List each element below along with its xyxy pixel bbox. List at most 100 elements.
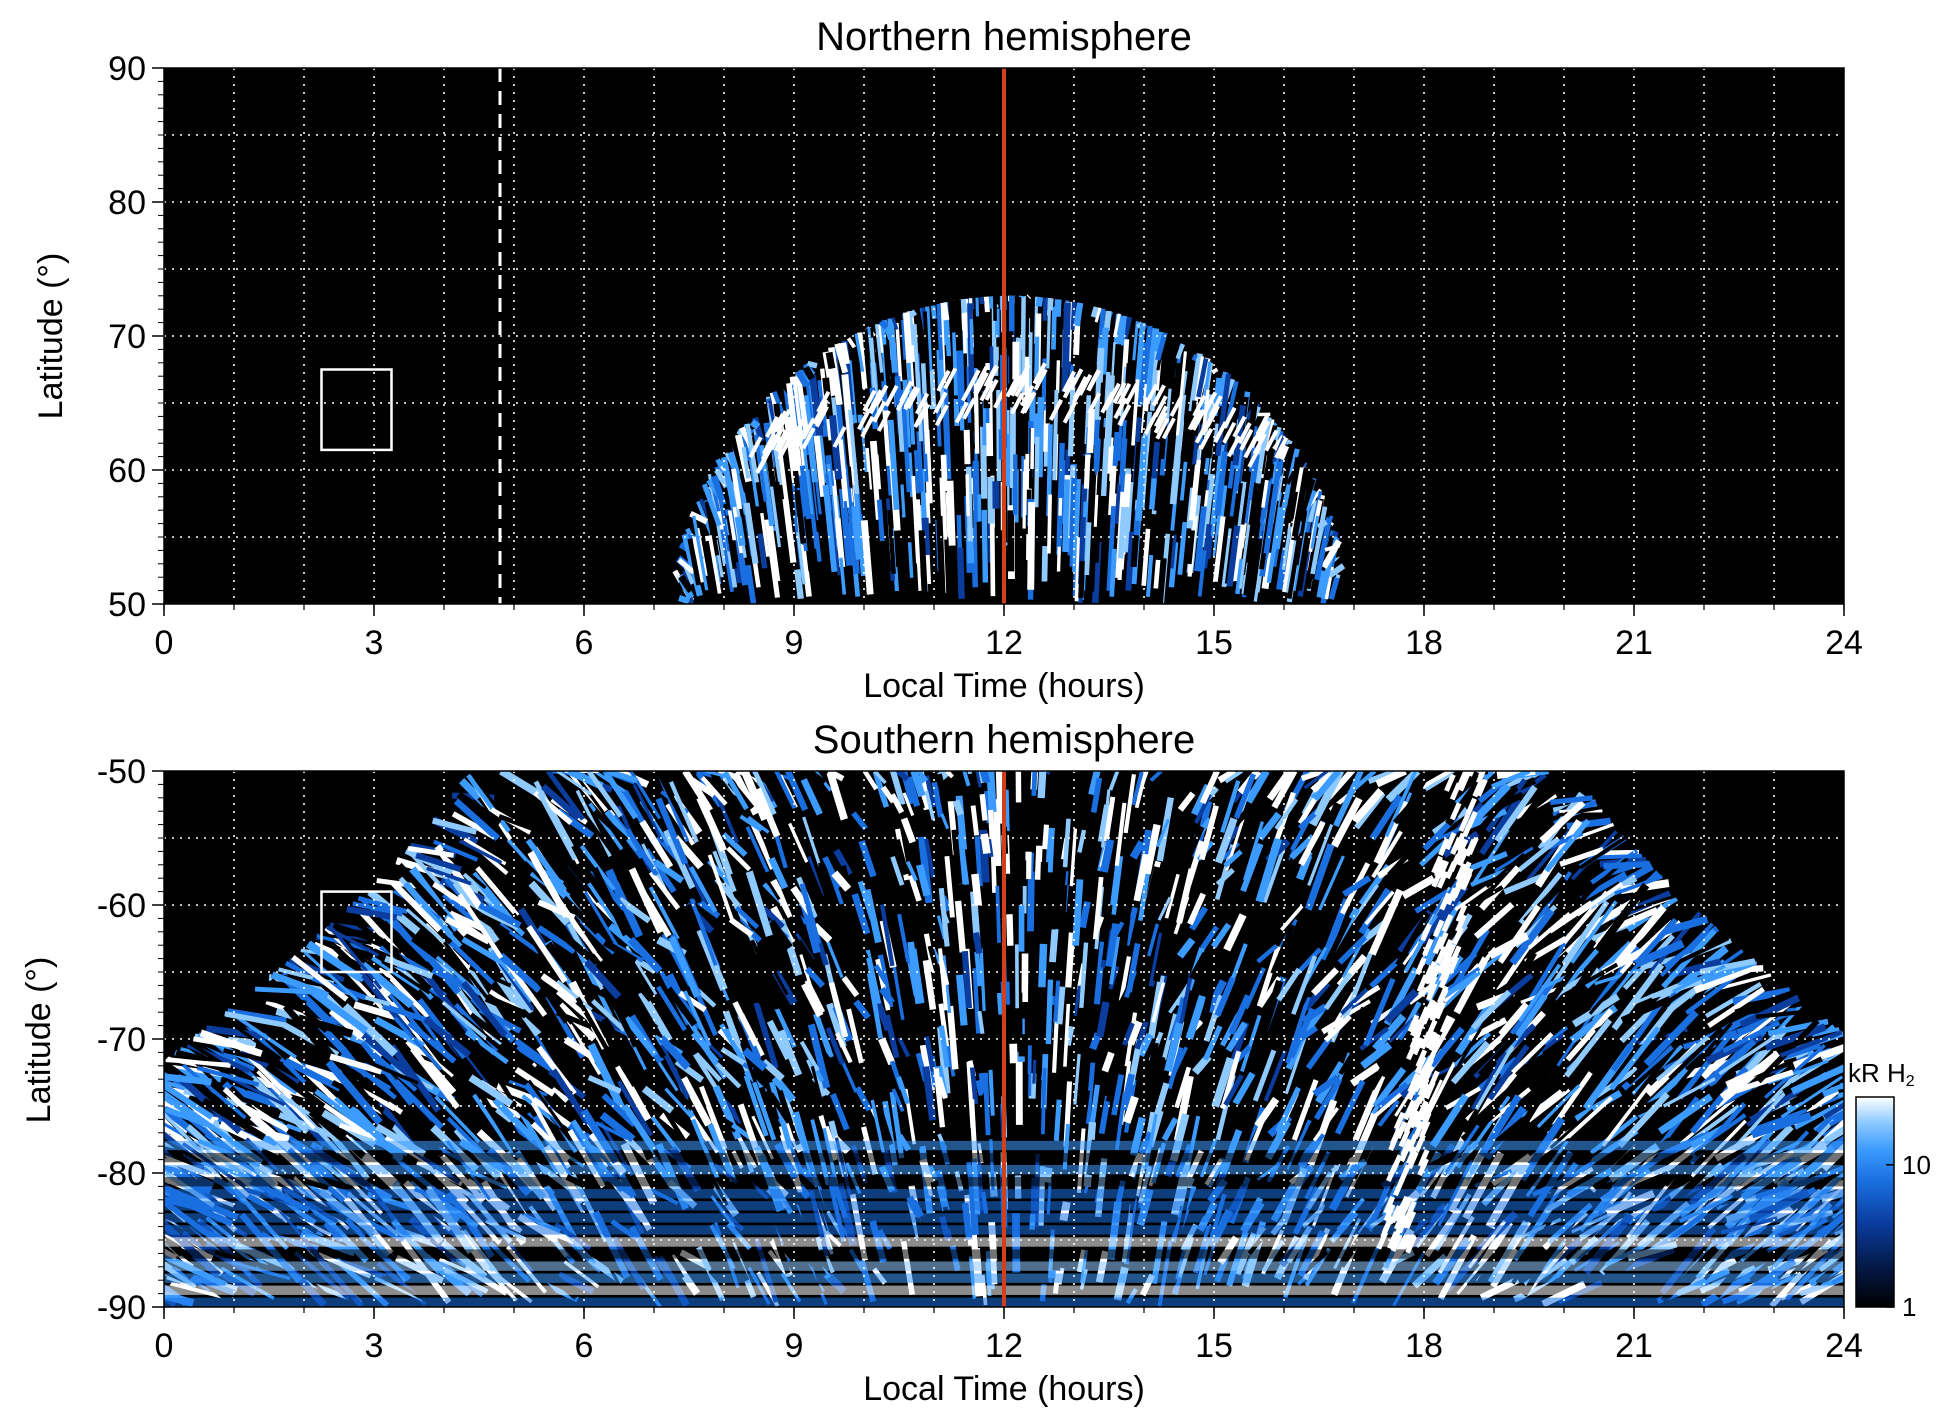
emission-streak [199, 1029, 263, 1058]
emission-streak [1470, 867, 1508, 887]
emission-streak [1158, 351, 1168, 382]
emission-band [1192, 394, 1207, 417]
emission-streak [1662, 1077, 1716, 1108]
emission-streak [1318, 855, 1345, 911]
emission-band [1061, 370, 1077, 393]
emission-streak [978, 1072, 987, 1094]
emission-streak [822, 1051, 841, 1074]
emission-streak [1118, 956, 1132, 1002]
emission-streak [1081, 456, 1087, 485]
emission-streak [397, 862, 448, 919]
emission-streak [1481, 908, 1522, 958]
emission-streak [1039, 862, 1049, 920]
emission-streak [225, 1074, 286, 1107]
emission-streak [407, 845, 454, 858]
emission-streak [771, 1075, 796, 1103]
emission-band [984, 378, 999, 401]
emission-streak [164, 1201, 187, 1225]
emission-streak [1211, 367, 1219, 374]
emission-streak [617, 896, 652, 924]
emission-streak [734, 905, 760, 930]
emission-streak [1596, 882, 1650, 950]
emission-streak [1547, 1202, 1593, 1245]
emission-arc [1441, 914, 1454, 933]
emission-streak [1220, 780, 1241, 834]
emission-band [1005, 375, 1020, 398]
emission-streak [591, 998, 627, 1032]
emission-arc [1431, 869, 1443, 888]
emission-arc [1455, 862, 1467, 881]
emission-streak [1310, 515, 1320, 549]
x-tick-label: 21 [1615, 1327, 1653, 1365]
emission-streak [1228, 994, 1251, 1036]
emission-streak [1200, 925, 1220, 951]
y-tick-label: -50 [97, 753, 146, 791]
emission-streak [747, 815, 770, 834]
emission-streak [498, 952, 542, 993]
emission-streak [755, 945, 780, 1010]
emission-streak [1825, 1288, 1844, 1307]
emission-streak [777, 1029, 803, 1077]
emission-streak [961, 950, 973, 1009]
emission-streak [1053, 1099, 1062, 1141]
emission-streak [1122, 1095, 1139, 1124]
emission-streak [1148, 932, 1165, 987]
emission-streak [967, 826, 976, 874]
y-tick-label: 70 [108, 318, 146, 356]
emission-arc [1408, 1110, 1421, 1129]
emission-streak [978, 296, 985, 305]
emission-streak [1051, 306, 1057, 350]
emission-streak [512, 1048, 555, 1092]
emission-band [983, 365, 998, 388]
emission-streak [1822, 1101, 1844, 1120]
emission-streak [271, 971, 329, 999]
emission-streak [1312, 1074, 1340, 1097]
emission-streak [648, 886, 680, 940]
emission-streak [1203, 945, 1223, 1006]
emission-streak [1117, 506, 1127, 559]
emission-streak [1734, 990, 1794, 1015]
emission-band [962, 397, 977, 420]
emission-band [884, 384, 899, 407]
emission-streak [846, 1008, 864, 1064]
emission-streak [751, 1115, 775, 1160]
emission-streak [892, 771, 906, 805]
emission-streak [822, 377, 834, 420]
emission-streak [1266, 771, 1293, 801]
emission-streak [1201, 361, 1212, 414]
emission-streak [727, 534, 737, 570]
emission-streak [807, 1023, 831, 1089]
emission-streak [1492, 967, 1534, 997]
emission-streak [1049, 929, 1059, 963]
emission-streak [741, 446, 751, 479]
emission-band [862, 389, 877, 412]
emission-band [961, 379, 976, 402]
emission-streak [741, 1047, 768, 1072]
emission-streak [1125, 531, 1136, 591]
emission-streak [946, 1005, 959, 1070]
emission-streak [825, 1027, 845, 1065]
emission-streak [265, 1063, 326, 1110]
emission-streak [1099, 327, 1109, 375]
emission-arc [1422, 1058, 1434, 1077]
emission-streak [576, 949, 613, 1018]
emission-streak [1594, 968, 1642, 986]
emission-streak [1245, 927, 1267, 968]
x-tick-label: 0 [155, 624, 174, 662]
emission-arc [1419, 1031, 1432, 1050]
emission-streak [1699, 958, 1756, 975]
emission-streak [1494, 846, 1534, 873]
emission-streak [1423, 899, 1462, 966]
emission-streak [901, 319, 908, 360]
emission-streak [846, 337, 857, 349]
emission-band [1237, 422, 1252, 445]
emission-streak [981, 509, 989, 583]
emission-streak [599, 1111, 636, 1143]
emission-streak [1189, 951, 1209, 981]
emission-arc [1386, 1163, 1398, 1183]
emission-streak [897, 913, 911, 962]
emission-streak [1114, 484, 1121, 524]
emission-band [814, 405, 830, 428]
emission-streak [954, 300, 963, 351]
emission-streak [1631, 893, 1682, 912]
